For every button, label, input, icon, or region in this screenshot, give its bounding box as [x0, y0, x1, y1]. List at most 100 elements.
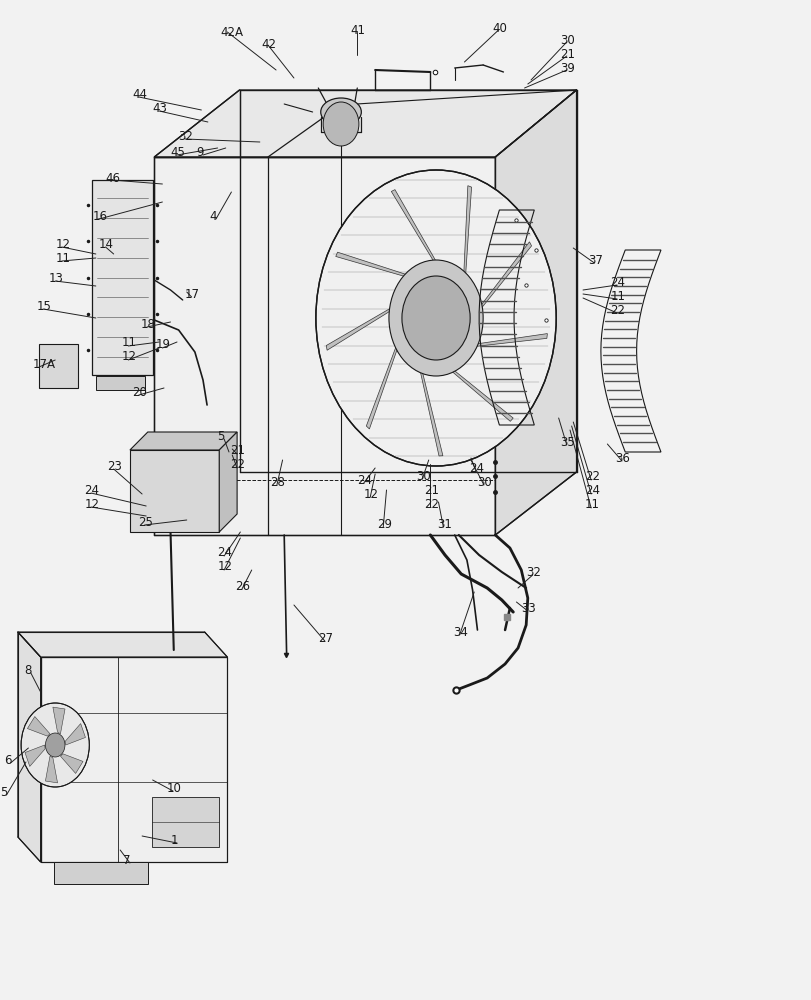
Polygon shape: [54, 862, 148, 884]
Polygon shape: [366, 331, 402, 429]
Text: 33: 33: [521, 601, 535, 614]
Text: 25: 25: [138, 516, 152, 528]
Text: 42A: 42A: [221, 25, 243, 38]
Polygon shape: [154, 90, 576, 157]
Text: 42: 42: [261, 38, 276, 51]
Text: 32: 32: [178, 129, 193, 142]
Polygon shape: [25, 745, 45, 766]
Text: 11: 11: [584, 498, 599, 512]
Text: 17: 17: [185, 288, 200, 300]
Text: 21: 21: [423, 484, 438, 496]
Text: 17A: 17A: [32, 358, 55, 370]
Polygon shape: [335, 252, 419, 280]
Text: 11: 11: [55, 251, 70, 264]
Text: 11: 11: [122, 336, 136, 350]
Text: 10: 10: [166, 782, 181, 794]
Text: 5: 5: [0, 786, 7, 798]
Polygon shape: [65, 724, 85, 745]
Text: 24: 24: [84, 484, 99, 496]
Text: 35: 35: [560, 436, 574, 448]
Text: 12: 12: [55, 237, 70, 250]
Text: 45: 45: [170, 145, 185, 158]
Text: 24: 24: [217, 546, 232, 560]
Text: 14: 14: [99, 237, 114, 250]
Text: 36: 36: [615, 452, 629, 464]
Text: 21: 21: [560, 47, 574, 60]
Text: 27: 27: [318, 632, 333, 645]
Text: 23: 23: [107, 460, 122, 473]
Text: 39: 39: [560, 62, 574, 75]
Circle shape: [323, 102, 358, 146]
Text: 31: 31: [436, 518, 451, 530]
Polygon shape: [28, 717, 50, 736]
Text: 15: 15: [36, 300, 51, 312]
Text: 12: 12: [363, 488, 378, 500]
Text: 44: 44: [132, 88, 147, 101]
Polygon shape: [461, 334, 547, 348]
Polygon shape: [18, 632, 227, 657]
Polygon shape: [471, 242, 531, 320]
Text: 34: 34: [453, 626, 467, 639]
Bar: [92, 180, 152, 375]
Text: 24: 24: [610, 275, 624, 288]
Text: 16: 16: [92, 210, 107, 223]
Circle shape: [21, 703, 89, 787]
Polygon shape: [391, 190, 444, 275]
Text: 26: 26: [235, 580, 250, 592]
Text: 30: 30: [560, 33, 574, 46]
Polygon shape: [130, 450, 219, 532]
Text: 32: 32: [526, 566, 540, 578]
Text: 41: 41: [350, 23, 365, 36]
Polygon shape: [440, 361, 513, 421]
Text: 18: 18: [140, 318, 155, 330]
Text: 46: 46: [105, 172, 120, 184]
Text: 24: 24: [584, 485, 599, 497]
Text: 6: 6: [4, 754, 11, 766]
Ellipse shape: [320, 98, 361, 126]
Text: 7: 7: [123, 854, 131, 866]
Text: 30: 30: [477, 476, 491, 488]
Text: 37: 37: [587, 253, 602, 266]
Text: 43: 43: [152, 102, 167, 114]
Text: 4: 4: [209, 210, 217, 223]
Circle shape: [388, 260, 483, 376]
Polygon shape: [45, 756, 58, 783]
Text: 13: 13: [49, 271, 63, 284]
Text: 9: 9: [196, 145, 204, 158]
Text: 11: 11: [610, 290, 624, 302]
Text: 30: 30: [415, 470, 430, 483]
Polygon shape: [154, 157, 495, 535]
Text: 8: 8: [24, 664, 32, 676]
Polygon shape: [39, 344, 78, 388]
Text: 12: 12: [217, 560, 232, 574]
Text: 22: 22: [230, 458, 245, 472]
Text: 22: 22: [423, 497, 438, 510]
Text: 22: 22: [610, 304, 624, 316]
Polygon shape: [219, 432, 237, 532]
Polygon shape: [61, 754, 83, 773]
Text: 28: 28: [270, 476, 285, 488]
Polygon shape: [41, 657, 227, 862]
Text: 24: 24: [357, 474, 371, 487]
Polygon shape: [130, 432, 237, 450]
Polygon shape: [53, 707, 65, 734]
Text: 1: 1: [170, 834, 178, 846]
Text: 29: 29: [376, 518, 391, 530]
Polygon shape: [495, 90, 576, 535]
Text: 40: 40: [491, 21, 506, 34]
Text: 12: 12: [84, 497, 99, 510]
Text: 12: 12: [122, 351, 136, 363]
Polygon shape: [416, 355, 442, 456]
Circle shape: [401, 276, 470, 360]
Text: 21: 21: [230, 444, 245, 458]
Text: 22: 22: [584, 471, 599, 484]
Polygon shape: [96, 376, 144, 390]
Text: 20: 20: [132, 385, 147, 398]
Text: 19: 19: [156, 338, 170, 352]
Text: 5: 5: [217, 430, 225, 442]
Circle shape: [315, 170, 556, 466]
Circle shape: [45, 733, 65, 757]
Polygon shape: [152, 797, 219, 847]
Polygon shape: [462, 186, 471, 291]
Polygon shape: [18, 632, 41, 862]
